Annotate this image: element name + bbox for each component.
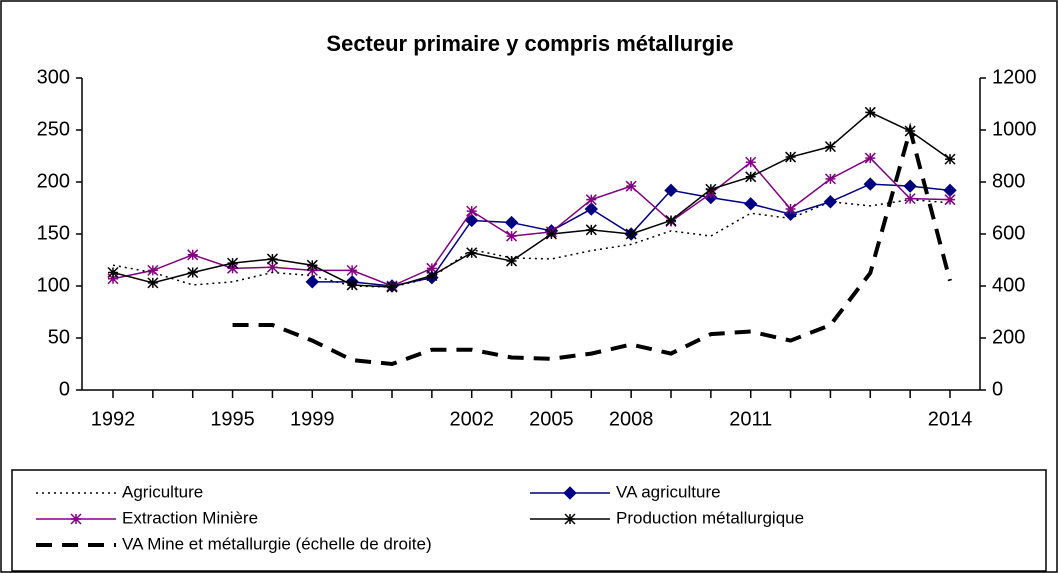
y-tick-label: 200 (37, 170, 70, 192)
marker (346, 264, 358, 276)
marker (903, 179, 917, 193)
x-tick-label: 2005 (529, 408, 574, 430)
legend-box (11, 469, 1047, 572)
marker (465, 213, 479, 228)
y-tick-label: 300 (37, 66, 70, 88)
marker (563, 486, 577, 500)
legend-label: Agriculture (122, 482, 203, 501)
marker (466, 247, 478, 259)
marker (306, 264, 318, 276)
y-tick-label: 250 (37, 118, 70, 140)
series-line (232, 122, 952, 367)
legend-label: Extraction Minière (122, 508, 258, 527)
marker (426, 262, 438, 274)
y-tick-label: 0 (59, 378, 70, 400)
marker (187, 249, 199, 261)
marker (785, 151, 797, 163)
marker (266, 253, 278, 265)
y2-tick-label: 400 (992, 274, 1025, 296)
x-tick-label: 2002 (449, 408, 494, 430)
marker (864, 152, 876, 164)
marker (585, 224, 597, 236)
series-line (112, 157, 951, 287)
marker (504, 215, 519, 230)
x-tick-label: 1995 (210, 408, 255, 430)
marker (386, 281, 398, 293)
marker (187, 266, 199, 279)
marker (665, 214, 677, 227)
marker (545, 228, 557, 240)
marker (585, 194, 597, 206)
marker (864, 106, 876, 118)
marker (823, 195, 838, 209)
y2-tick-label: 1000 (992, 118, 1037, 140)
y2-tick-label: 200 (992, 326, 1025, 348)
marker (306, 259, 318, 271)
marker (824, 141, 836, 153)
x-tick-label: 2011 (729, 408, 772, 430)
marker (506, 230, 518, 242)
marker (227, 262, 239, 274)
legend-label: VA Mine et métallurgie (échelle de droit… (122, 534, 432, 553)
marker (625, 180, 637, 192)
marker (147, 264, 159, 276)
marker (745, 156, 757, 168)
marker (70, 513, 82, 525)
y2-tick-label: 600 (992, 222, 1025, 244)
marker (584, 202, 598, 216)
marker (745, 171, 757, 183)
marker (305, 275, 319, 289)
marker (346, 279, 358, 291)
marker (625, 228, 637, 240)
chart-title: Secteur primaire y compris métallurgie (326, 31, 733, 56)
y2-tick-label: 1200 (992, 66, 1037, 88)
y-tick-label: 50 (48, 326, 70, 348)
x-tick-label: 2008 (609, 408, 654, 430)
marker (863, 177, 877, 191)
marker (944, 153, 956, 165)
marker (426, 270, 438, 282)
x-tick-label: 1992 (91, 408, 136, 430)
marker (506, 255, 518, 267)
marker (904, 193, 916, 205)
marker (147, 277, 159, 289)
y-tick-label: 100 (37, 274, 70, 296)
marker (107, 273, 119, 285)
x-tick-label: 1999 (290, 408, 335, 430)
marker (944, 194, 956, 206)
marker (266, 261, 278, 273)
legend-label: VA agriculture (616, 482, 721, 501)
marker (744, 197, 758, 211)
marker (466, 205, 478, 217)
marker (564, 513, 576, 525)
marker (664, 183, 678, 198)
marker (107, 266, 119, 279)
y-tick-label: 150 (37, 222, 70, 244)
marker (227, 257, 239, 269)
legend-label: Production métallurgique (616, 508, 804, 527)
marker (824, 173, 836, 185)
marker (785, 203, 797, 215)
y2-tick-label: 800 (992, 170, 1025, 192)
x-tick-label: 2014 (928, 408, 973, 430)
y2-tick-label: 0 (992, 378, 1003, 400)
marker (705, 183, 717, 195)
series-line (112, 111, 951, 288)
